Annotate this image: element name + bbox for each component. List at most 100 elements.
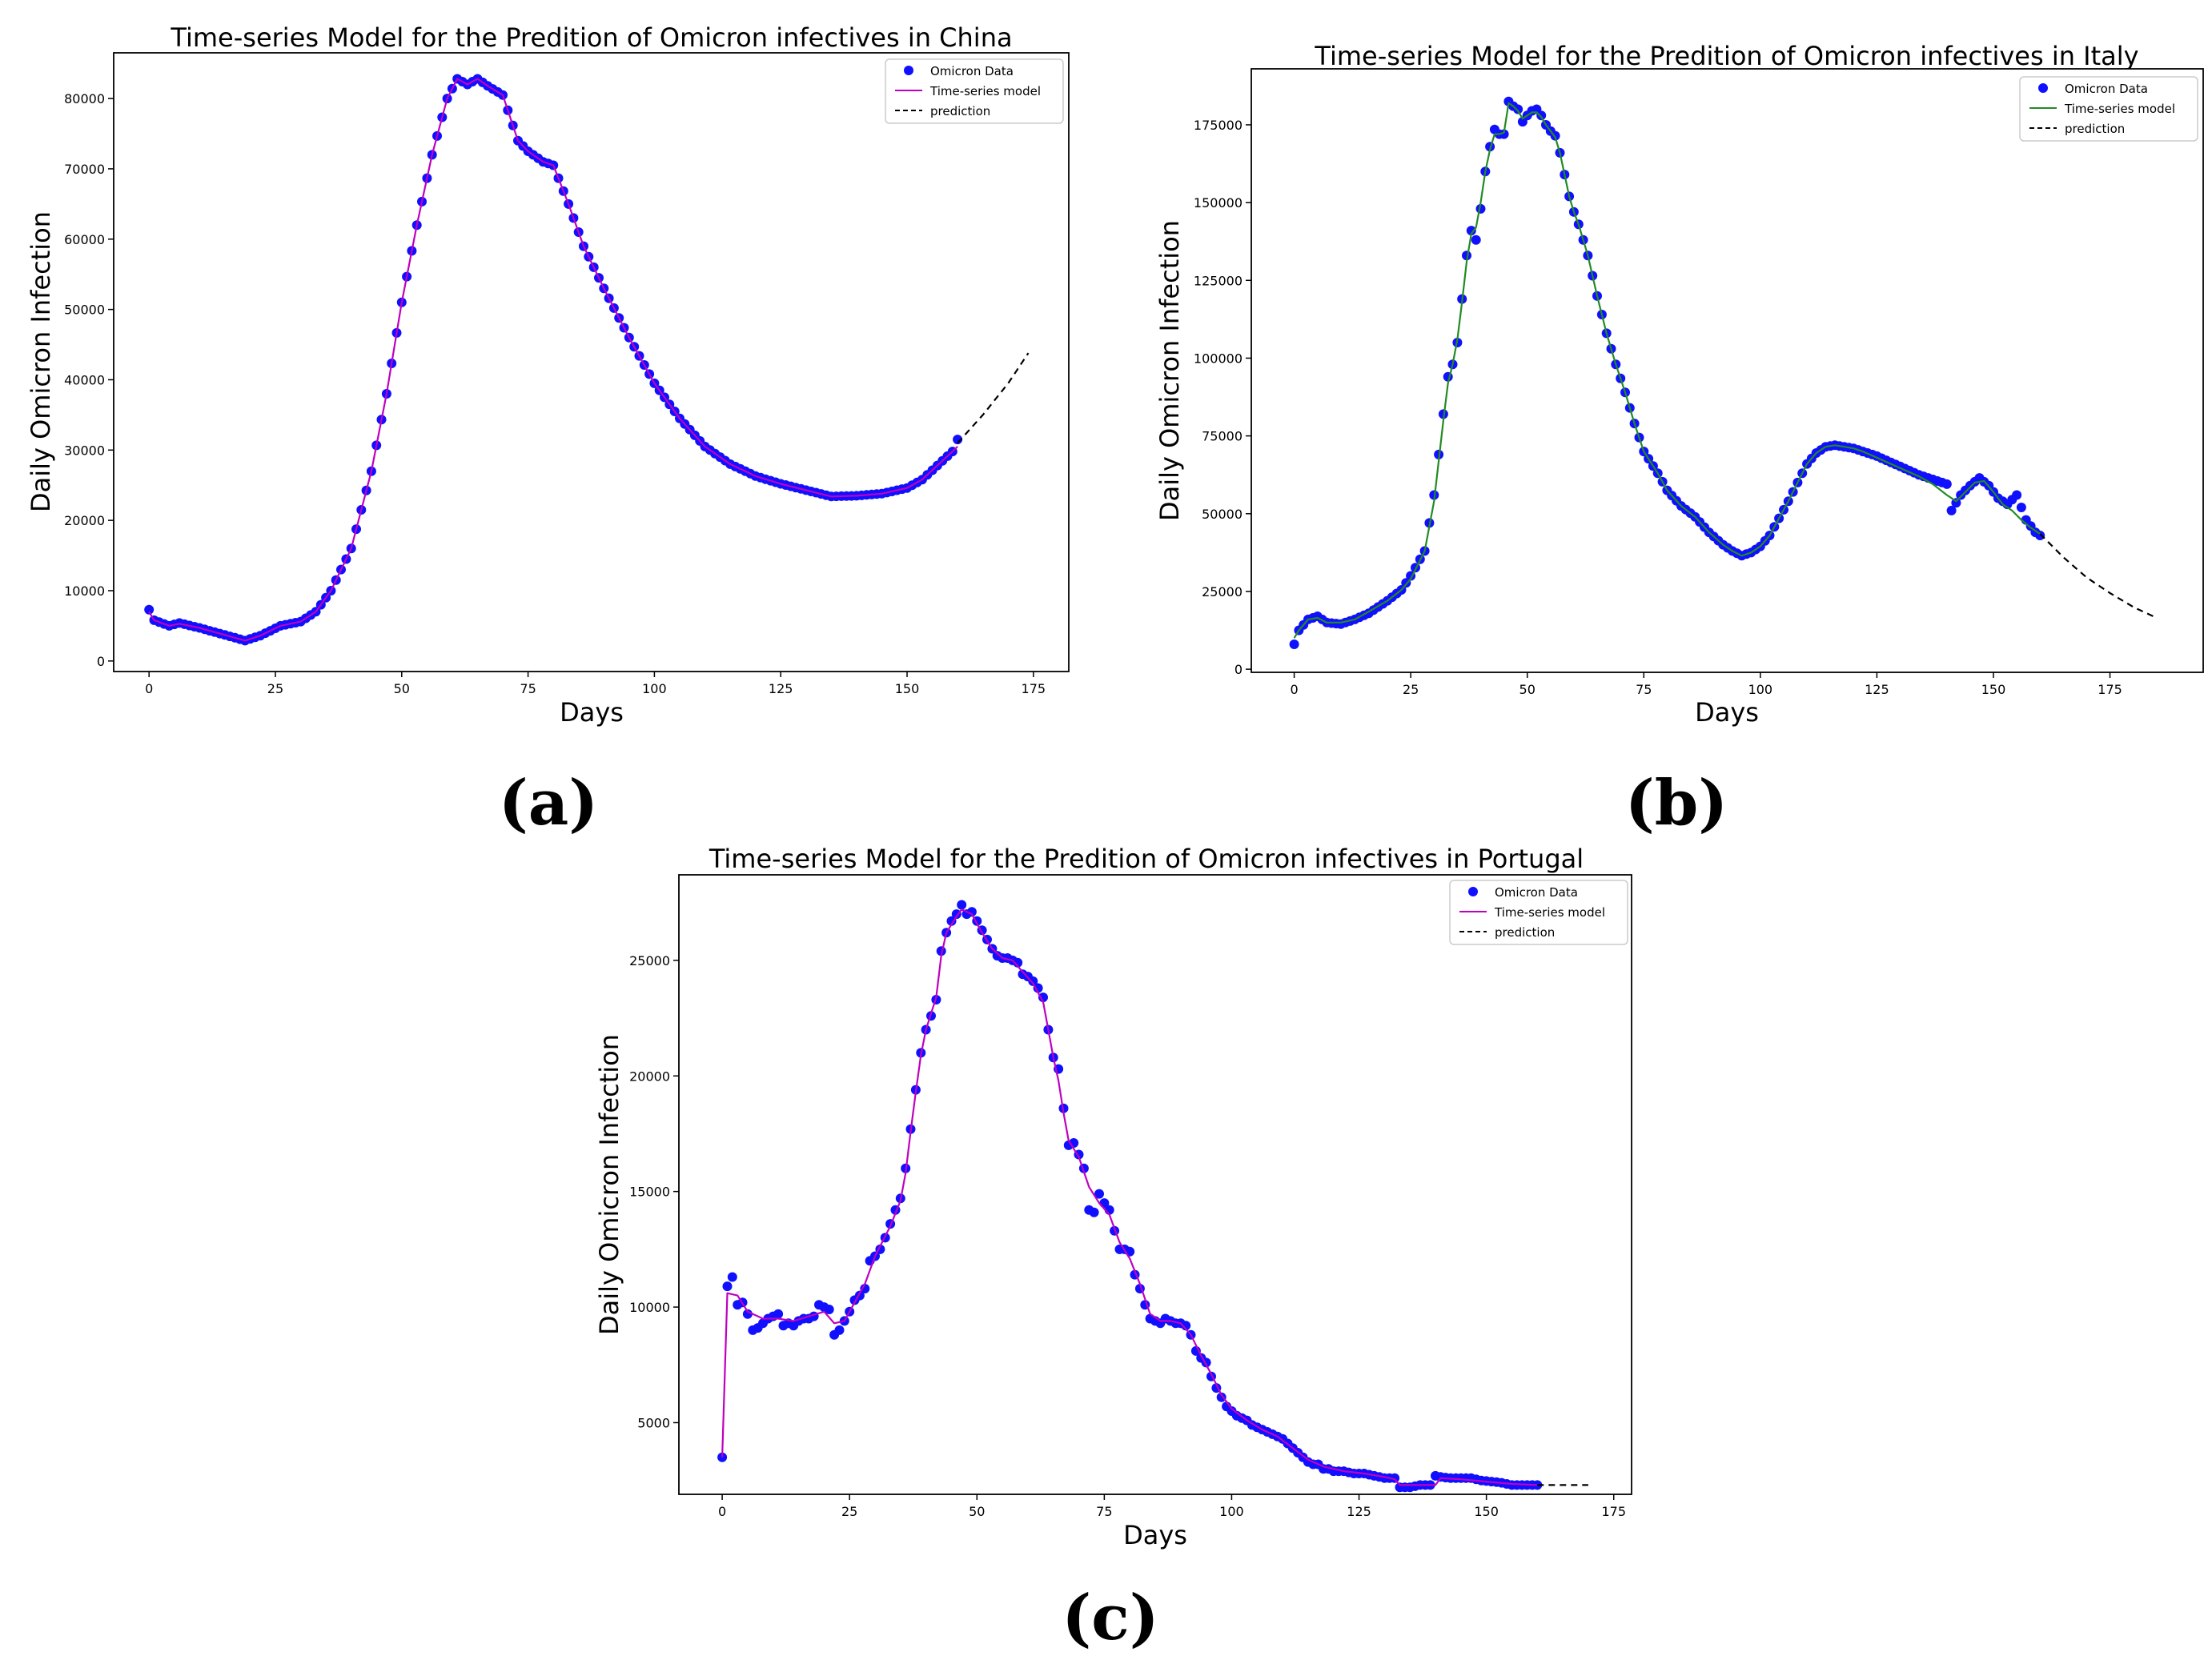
y-tick-label: 100000 (1194, 351, 1242, 366)
axis-ticks: 0 25 50 75 100 125 150 175 5000 10000 15000 20000 25… (629, 953, 1626, 1519)
x-axis-label: Days (560, 697, 624, 728)
data-point (1028, 976, 1038, 986)
y-tick-label: 25000 (629, 953, 670, 968)
data-point (1941, 479, 1952, 489)
data-point (1181, 1321, 1191, 1331)
y-tick-label: 75000 (1202, 429, 1242, 444)
y-tick-label: 10000 (629, 1300, 670, 1315)
y-tick-label: 30000 (64, 443, 105, 458)
prediction-line (957, 352, 1030, 444)
legend-data-marker (1468, 887, 1478, 896)
x-tick-label: 150 (895, 681, 920, 696)
plot-marks (717, 900, 1588, 1493)
x-tick-label: 100 (1219, 1504, 1244, 1519)
x-tick-label: 25 (841, 1504, 857, 1519)
data-point (1466, 226, 1476, 236)
x-tick-label: 125 (769, 681, 793, 696)
x-tick-label: 125 (1347, 1504, 1371, 1519)
y-tick-label: 25000 (1202, 584, 1242, 599)
y-tick-label: 0 (97, 654, 105, 669)
data-point (953, 435, 963, 445)
x-tick-label: 150 (1981, 682, 2006, 697)
panel-italy: Time-series Model for the Predition of O… (1154, 41, 2204, 840)
x-tick-label: 25 (267, 681, 283, 696)
legend-frame (885, 58, 1064, 124)
panel-label: (c) (1062, 1582, 1158, 1654)
x-tick-label: 25 (1403, 682, 1419, 697)
legend-label-prediction: prediction (2065, 122, 2125, 136)
axis-ticks: 0 25 50 75 100 125 150 175 0 10000 20000 30000 40000… (64, 91, 1046, 696)
legend-frame (1449, 880, 1628, 945)
panel-china: Time-series Model for the Predition of O… (26, 22, 1070, 840)
data-point (727, 1272, 737, 1282)
plot-marks (144, 74, 1030, 646)
data-point (1462, 251, 1471, 261)
data-point (1536, 110, 1547, 121)
data-point (946, 916, 957, 926)
x-tick-label: 50 (1519, 682, 1536, 697)
data-point (834, 1325, 845, 1335)
plot-frame (678, 874, 1632, 1495)
data-point (1089, 1207, 1099, 1217)
legend: Omicron Data Time-series model predictio… (1449, 880, 1628, 945)
y-tick-label: 125000 (1194, 273, 1242, 288)
plot-frame (113, 52, 1070, 672)
axis-ticks: 0 25 50 75 100 125 150 175 0 25000 50000 75000 10000… (1194, 118, 2122, 697)
y-tick-label: 40000 (64, 372, 105, 387)
legend-label-model: Time-series model (2064, 102, 2175, 116)
model-line (148, 78, 958, 642)
y-tick-label: 175000 (1194, 118, 1242, 133)
x-axis-label: Days (1123, 1520, 1187, 1550)
y-tick-label: 0 (1234, 662, 1242, 677)
x-tick-label: 150 (1474, 1504, 1499, 1519)
x-tick-label: 175 (2098, 682, 2122, 697)
x-tick-label: 75 (1096, 1504, 1112, 1519)
chart-title: Time-series Model for the Predition of O… (1314, 41, 2138, 71)
x-tick-label: 75 (520, 681, 536, 696)
data-point (1946, 505, 1957, 515)
y-tick-label: 20000 (64, 513, 105, 528)
legend-label-model: Time-series model (929, 84, 1041, 98)
plot-marks (1289, 96, 2158, 649)
y-tick-label: 5000 (637, 1415, 670, 1430)
data-point (1094, 1189, 1104, 1199)
data-point (957, 900, 967, 910)
data-point (742, 1309, 753, 1319)
x-tick-label: 175 (1601, 1504, 1626, 1519)
y-tick-label: 70000 (64, 162, 105, 177)
y-tick-label: 20000 (629, 1069, 670, 1084)
y-axis-label: Daily Omicron Infection (26, 211, 56, 512)
prediction-line (2039, 533, 2158, 619)
model-line (721, 908, 1538, 1486)
legend-label-prediction: prediction (930, 104, 990, 118)
legend-label-data: Omicron Data (2065, 82, 2148, 96)
legend-data-marker (2038, 83, 2048, 93)
y-tick-label: 150000 (1194, 195, 1242, 211)
data-point (722, 1281, 733, 1292)
legend: Omicron Data Time-series model predictio… (885, 58, 1064, 124)
data-point (860, 1284, 870, 1293)
data-point (1013, 957, 1023, 968)
data-point (144, 604, 155, 615)
data-point (824, 1305, 834, 1314)
x-tick-label: 50 (394, 681, 410, 696)
x-tick-label: 75 (1636, 682, 1652, 697)
x-tick-label: 100 (642, 681, 667, 696)
y-tick-label: 50000 (1202, 507, 1242, 522)
data-point (1289, 640, 1299, 649)
y-tick-label: 15000 (629, 1185, 670, 1200)
plot-frame (1251, 68, 2204, 673)
data-point (1038, 992, 1048, 1003)
data-point (2012, 490, 2022, 500)
legend-data-marker (904, 66, 913, 75)
data-point (966, 907, 977, 917)
x-tick-label: 100 (1748, 682, 1773, 697)
legend: Omicron Data Time-series model predictio… (2019, 76, 2198, 142)
data-point (1390, 1473, 1400, 1483)
y-tick-label: 80000 (64, 91, 105, 106)
data-point (1513, 104, 1524, 114)
y-tick-label: 60000 (64, 232, 105, 247)
x-tick-label: 0 (718, 1504, 726, 1519)
y-tick-label: 10000 (64, 583, 105, 599)
